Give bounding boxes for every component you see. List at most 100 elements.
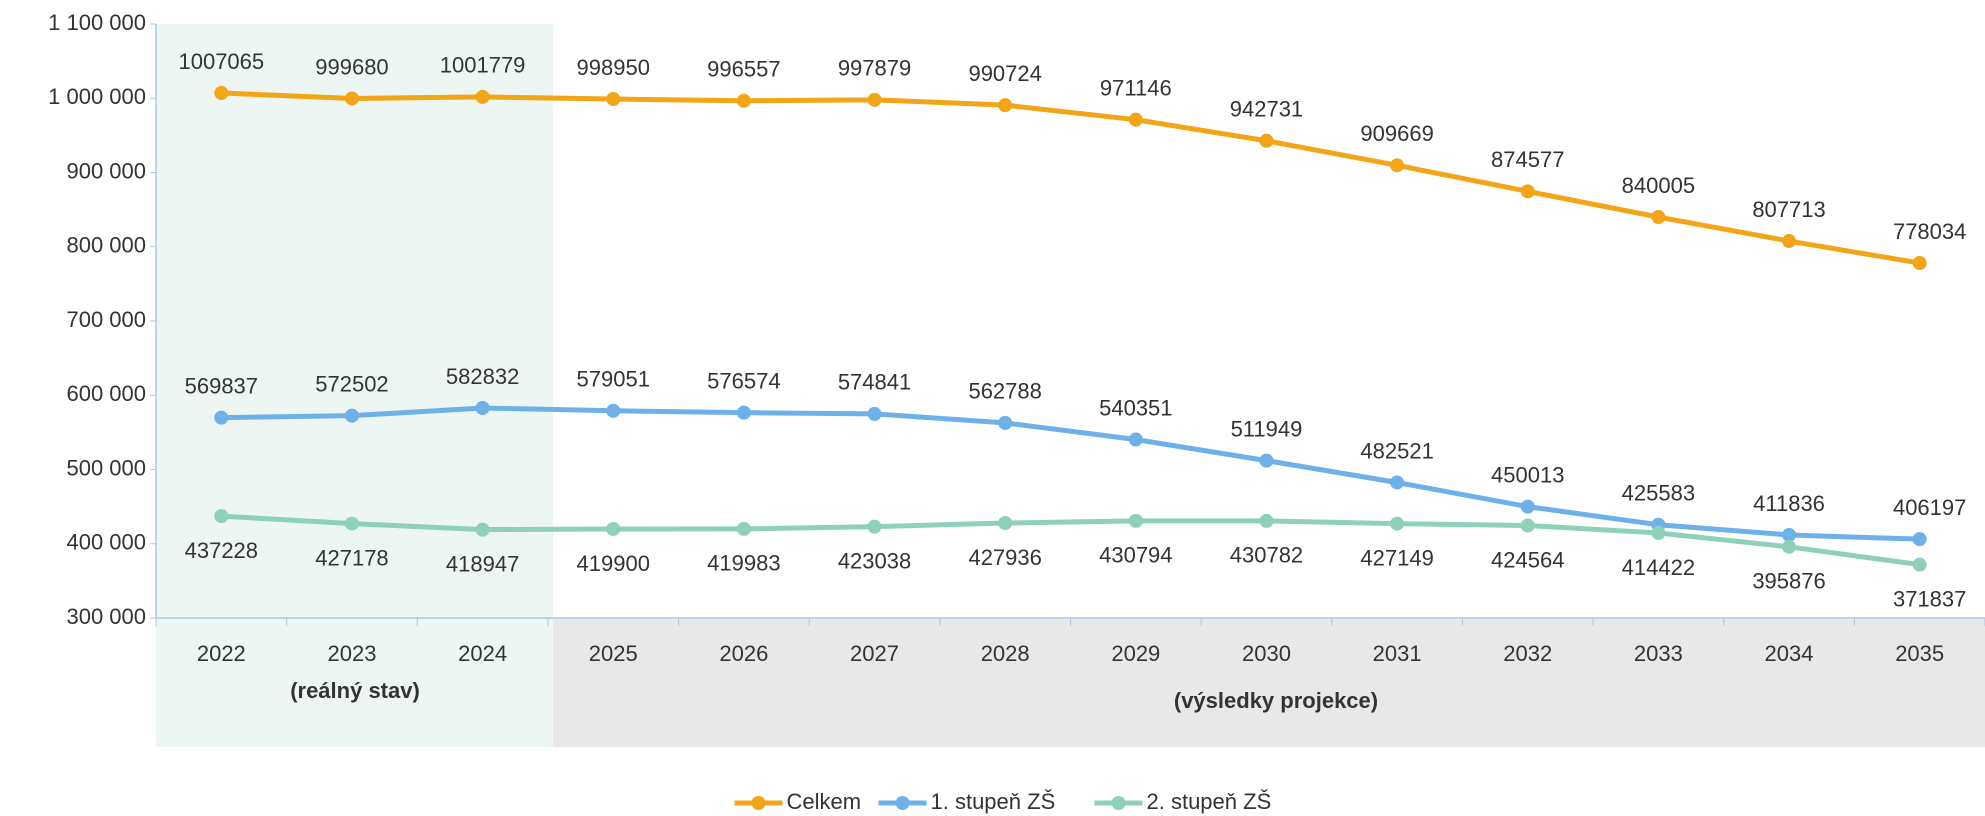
data-point: [606, 92, 621, 107]
legend-marker: [1111, 796, 1126, 810]
x-tick-label: 2032: [1503, 641, 1552, 666]
data-point: [1912, 532, 1927, 547]
data-point: [867, 519, 882, 534]
x-tick-label: 2031: [1373, 641, 1422, 666]
data-label: 427178: [315, 545, 388, 570]
data-point: [1782, 539, 1797, 554]
data-label: 999680: [315, 54, 388, 79]
data-point: [1520, 184, 1535, 199]
data-point: [1651, 526, 1666, 541]
legend-marker: [895, 796, 910, 810]
x-tick-label: 2035: [1895, 641, 1944, 666]
x-tick-label: 2027: [850, 641, 899, 666]
y-tick-label: 800 000: [66, 233, 146, 258]
data-point: [1912, 256, 1927, 271]
data-label: 395876: [1752, 569, 1825, 594]
y-tick-label: 1 100 000: [48, 10, 146, 35]
data-point: [736, 93, 751, 108]
data-label: 971146: [1100, 75, 1172, 100]
data-label: 511949: [1231, 416, 1303, 441]
y-tick-label: 600 000: [66, 381, 146, 406]
data-point: [214, 410, 229, 425]
data-label: 579051: [577, 367, 650, 392]
y-tick-label: 700 000: [66, 307, 146, 332]
data-label: 371837: [1893, 586, 1966, 611]
legend-label: Celkem: [787, 789, 862, 814]
projection-shade: [553, 618, 1985, 747]
x-tick-label: 2028: [981, 641, 1030, 666]
data-point: [736, 405, 751, 420]
data-label: 450013: [1491, 462, 1564, 487]
x-tick-label: 2024: [458, 641, 507, 666]
data-label: 874577: [1491, 147, 1564, 172]
x-tick-label: 2034: [1765, 641, 1814, 666]
data-label: 576574: [707, 368, 780, 393]
data-label: 569837: [185, 373, 258, 398]
data-label: 423038: [838, 548, 911, 573]
x-tick-label: 2026: [719, 641, 768, 666]
data-label: 574841: [838, 370, 911, 395]
data-point: [1390, 516, 1405, 531]
data-label: 411836: [1753, 491, 1825, 516]
data-point: [344, 408, 359, 423]
data-point: [214, 509, 229, 524]
y-tick-label: 1 000 000: [48, 84, 146, 109]
data-label: 540351: [1099, 395, 1172, 420]
data-label: 1007065: [178, 49, 264, 74]
data-point: [1782, 527, 1797, 542]
data-point: [475, 89, 490, 104]
y-tick-label: 300 000: [66, 604, 146, 629]
data-label: 562788: [968, 379, 1041, 404]
data-point: [1390, 158, 1405, 173]
data-point: [1128, 432, 1143, 447]
data-label: 419900: [577, 551, 650, 576]
data-label: 427149: [1360, 545, 1433, 570]
legend-marker: [751, 796, 766, 810]
data-point: [1651, 210, 1666, 225]
data-label: 427936: [968, 545, 1041, 570]
data-point: [344, 516, 359, 531]
data-point: [606, 521, 621, 536]
data-point: [1259, 133, 1274, 148]
data-point: [998, 415, 1013, 430]
data-point: [1520, 518, 1535, 533]
annotation: (reálný stav): [290, 678, 420, 703]
data-label: 419983: [707, 551, 780, 576]
data-point: [998, 98, 1013, 113]
series-line: [221, 405, 1920, 542]
annotation: (výsledky projekce): [1174, 688, 1378, 713]
series-line: [221, 513, 1921, 568]
data-point: [1912, 557, 1927, 572]
y-tick-label: 500 000: [66, 455, 146, 480]
data-label: 406197: [1893, 495, 1966, 520]
x-tick-label: 2030: [1242, 641, 1291, 666]
legend-label: 2. stupeň ZŠ: [1147, 789, 1272, 814]
data-label: 430794: [1099, 543, 1172, 568]
data-label: 998950: [577, 55, 650, 80]
data-point: [1520, 499, 1535, 514]
legend-label: 1. stupeň ZŠ: [931, 789, 1056, 814]
data-label: 418947: [446, 551, 519, 576]
data-point: [1128, 513, 1143, 528]
data-point: [998, 516, 1013, 531]
data-point: [1782, 234, 1797, 249]
data-label: 997879: [838, 56, 911, 81]
data-label: 482521: [1360, 438, 1433, 463]
x-tick-label: 2029: [1111, 641, 1160, 666]
data-label: 572502: [315, 371, 388, 396]
data-label: 996557: [707, 57, 780, 82]
data-point: [344, 91, 359, 106]
data-label: 424564: [1491, 547, 1564, 572]
data-label: 425583: [1622, 481, 1695, 506]
x-tick-label: 2023: [327, 641, 376, 666]
data-point: [867, 92, 882, 107]
data-label: 990724: [968, 61, 1041, 86]
data-point: [736, 521, 751, 536]
data-label: 778034: [1893, 219, 1966, 244]
data-label: 942731: [1230, 97, 1303, 122]
data-point: [1259, 513, 1274, 528]
data-label: 1001779: [440, 53, 526, 78]
series-line: [221, 90, 1921, 266]
x-tick-label: 2025: [589, 641, 638, 666]
